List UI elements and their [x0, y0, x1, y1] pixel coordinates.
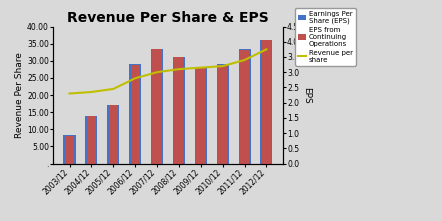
Y-axis label: EPS: EPS: [302, 87, 311, 103]
Legend: Earnings Per
Share (EPS), EPS from
Continuing
Operations, Revenue per
share: Earnings Per Share (EPS), EPS from Conti…: [295, 8, 356, 65]
Revenue per
share: [242, 59, 247, 61]
Revenue per
share: [110, 88, 116, 90]
Bar: [195, 68, 207, 164]
Bar: [109, 105, 118, 164]
Bar: [196, 68, 206, 164]
Bar: [151, 49, 163, 164]
Bar: [85, 116, 97, 164]
Bar: [217, 64, 229, 164]
Bar: [174, 57, 183, 164]
Revenue per
share: [89, 91, 94, 93]
Bar: [107, 105, 119, 164]
Bar: [218, 65, 227, 164]
Bar: [87, 116, 96, 164]
Revenue per
share: [67, 92, 72, 95]
Revenue per
share: [176, 68, 182, 70]
Bar: [239, 49, 251, 164]
Bar: [129, 64, 141, 164]
Line: Revenue per
share: Revenue per share: [69, 49, 267, 93]
Revenue per
share: [264, 48, 269, 51]
Revenue per
share: [198, 66, 203, 69]
Revenue per
share: [154, 71, 160, 74]
Bar: [260, 40, 272, 164]
Revenue per
share: [220, 65, 225, 67]
Bar: [152, 50, 162, 164]
Bar: [173, 57, 185, 164]
Revenue per
share: [133, 77, 138, 80]
Bar: [65, 136, 74, 164]
Y-axis label: Revenue Per Share: Revenue Per Share: [15, 52, 24, 138]
Bar: [64, 135, 76, 164]
Bar: [262, 40, 271, 164]
Bar: [130, 65, 140, 164]
Bar: [240, 50, 249, 164]
Title: Revenue Per Share & EPS: Revenue Per Share & EPS: [67, 11, 269, 25]
